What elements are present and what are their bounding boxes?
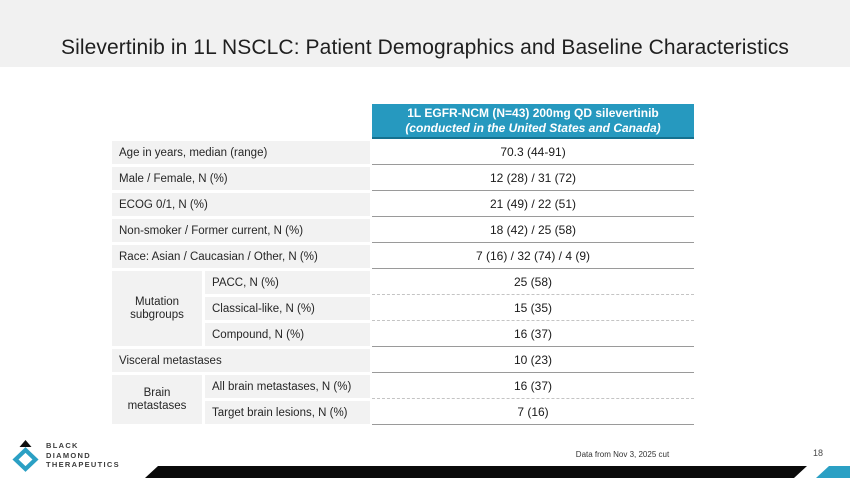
value-race: 7 (16) / 32 (74) / 4 (9) bbox=[372, 243, 694, 269]
black-diamond-logo: Black Diamond Therapeutics bbox=[12, 439, 120, 472]
black-bar-shape bbox=[145, 466, 807, 478]
logo-line-3: Therapeutics bbox=[46, 460, 120, 470]
row-label-sex: Male / Female, N (%) bbox=[112, 167, 370, 190]
value-smoking: 18 (42) / 25 (58) bbox=[372, 217, 694, 243]
diamond-icon bbox=[12, 439, 39, 472]
footer-note: Data from Nov 3, 2025 cut bbox=[575, 450, 670, 459]
row-label-ecog: ECOG 0/1, N (%) bbox=[112, 193, 370, 216]
row-label-smoking: Non-smoker / Former current, N (%) bbox=[112, 219, 370, 242]
row-label-pacc: PACC, N (%) bbox=[205, 271, 370, 294]
value-classical: 15 (35) bbox=[372, 295, 694, 321]
table-value-column: 1L EGFR-NCM (N=43) 200mg QD silevertinib… bbox=[372, 104, 694, 425]
table-label-column: Age in years, median (range) Male / Fema… bbox=[112, 141, 370, 424]
row-label-classical: Classical-like, N (%) bbox=[205, 297, 370, 320]
column-header: 1L EGFR-NCM (N=43) 200mg QD silevertinib… bbox=[372, 104, 694, 139]
column-header-line2: (conducted in the United States and Cana… bbox=[405, 120, 661, 135]
page-title: Silevertinib in 1L NSCLC: Patient Demogr… bbox=[60, 36, 790, 59]
value-visceral: 10 (23) bbox=[372, 347, 694, 373]
logo-text: Black Diamond Therapeutics bbox=[46, 441, 120, 470]
value-pacc: 25 (58) bbox=[372, 269, 694, 295]
value-sex: 12 (28) / 31 (72) bbox=[372, 165, 694, 191]
value-compound: 16 (37) bbox=[372, 321, 694, 347]
logo-line-1: Black bbox=[46, 441, 79, 451]
row-label-visceral: Visceral metastases bbox=[112, 349, 370, 372]
row-label-age: Age in years, median (range) bbox=[112, 141, 370, 164]
column-header-line1: 1L EGFR-NCM (N=43) 200mg QD silevertinib bbox=[407, 105, 659, 120]
logo-line-2: Diamond bbox=[46, 450, 91, 460]
group-label-mutation-subgroups: Mutation subgroups bbox=[112, 271, 202, 346]
teal-bar-shape bbox=[816, 466, 850, 478]
group-label-brain-metastases: Brain metastases bbox=[112, 375, 202, 424]
value-ecog: 21 (49) / 22 (51) bbox=[372, 191, 694, 217]
footer-bar bbox=[145, 466, 850, 478]
page-number: 18 bbox=[812, 448, 823, 458]
title-band: Silevertinib in 1L NSCLC: Patient Demogr… bbox=[0, 0, 850, 67]
value-age: 70.3 (44-91) bbox=[372, 139, 694, 165]
value-all-brain: 16 (37) bbox=[372, 373, 694, 399]
row-label-compound: Compound, N (%) bbox=[205, 323, 370, 346]
value-target-brain: 7 (16) bbox=[372, 399, 694, 425]
row-label-race: Race: Asian / Caucasian / Other, N (%) bbox=[112, 245, 370, 268]
row-label-target-brain: Target brain lesions, N (%) bbox=[205, 401, 370, 424]
row-label-all-brain: All brain metastases, N (%) bbox=[205, 375, 370, 398]
